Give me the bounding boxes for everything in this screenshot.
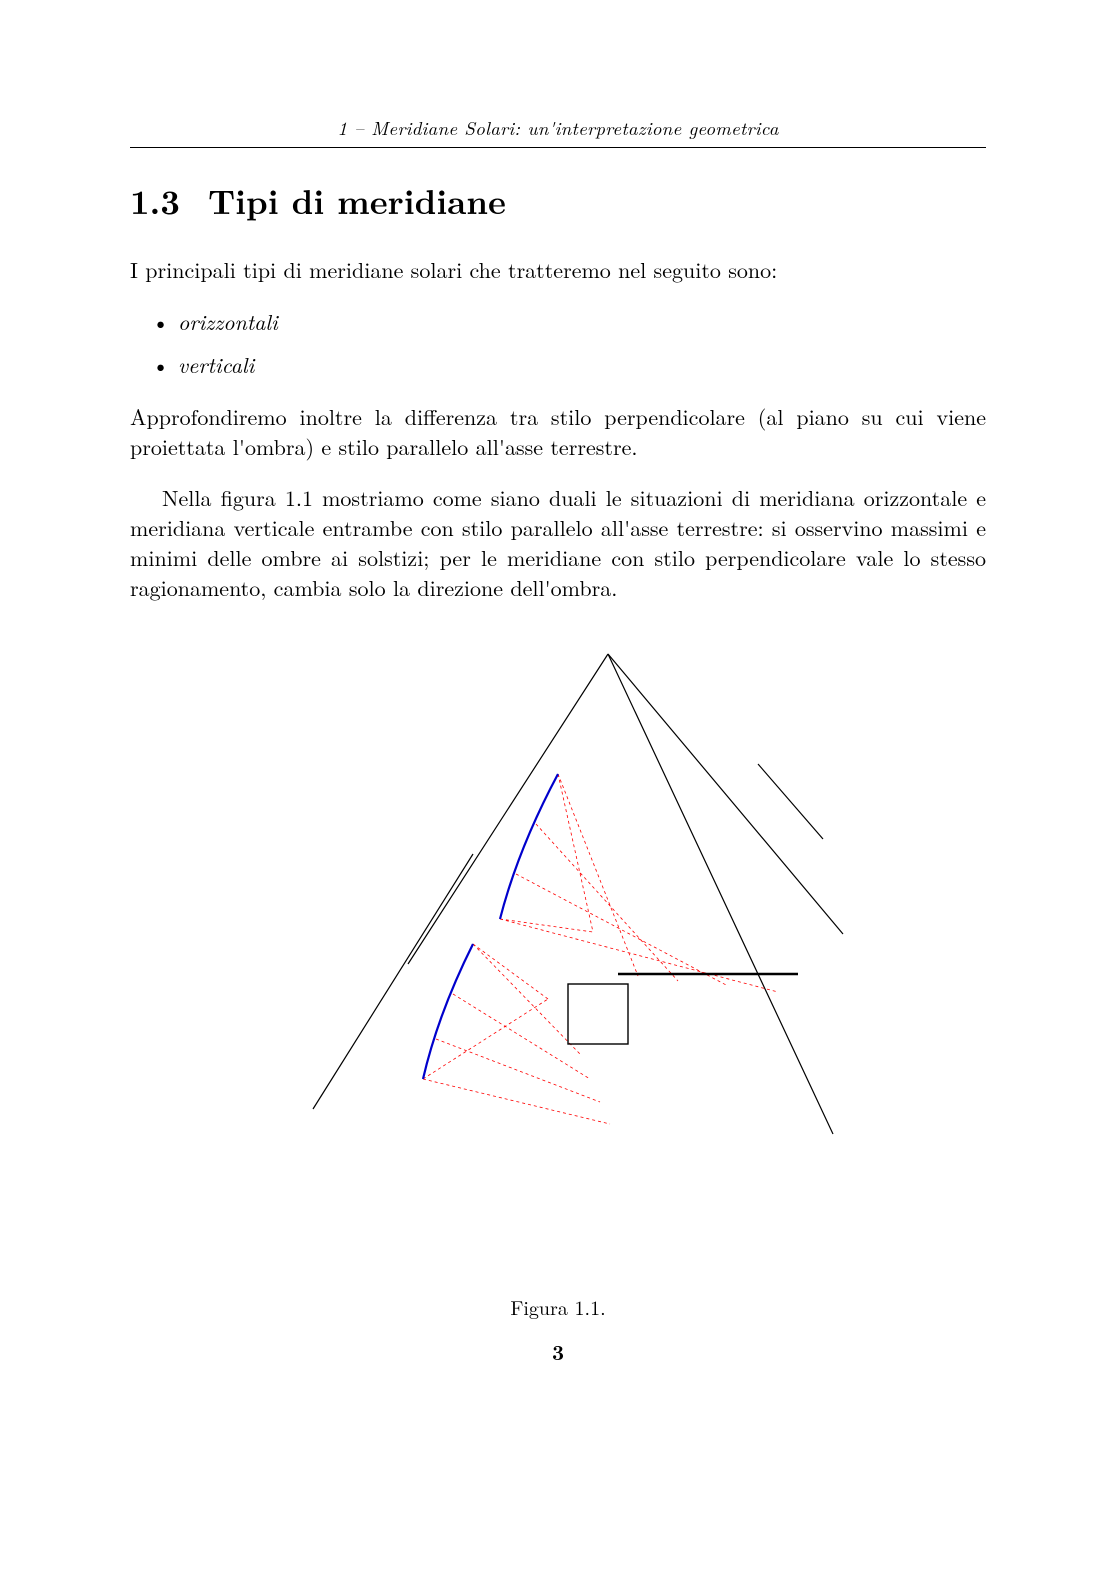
running-header: 1 – Meridiane Solari: un'interpretazione… bbox=[130, 114, 986, 148]
bullet-item-2: verticali bbox=[178, 350, 986, 380]
figure-1-1: Figura 1.1. bbox=[130, 624, 986, 1321]
section-heading: 1.3 Tipi di meridiane bbox=[130, 176, 986, 225]
section-title: Tipi di meridiane bbox=[208, 176, 506, 225]
page: 1 – Meridiane Solari: un'interpretazione… bbox=[0, 0, 1116, 1579]
body-text: I principali tipi di meridiane solari ch… bbox=[130, 255, 986, 602]
bullet-item-1: orizzontali bbox=[178, 307, 986, 337]
paragraph-1: I principali tipi di meridiane solari ch… bbox=[130, 255, 986, 285]
bullet-list: orizzontali verticali bbox=[178, 307, 986, 380]
page-number: 3 bbox=[0, 1337, 1116, 1367]
paragraph-2: Approfondiremo inoltre la differenza tra… bbox=[130, 402, 986, 461]
section-number: 1.3 bbox=[130, 176, 180, 225]
figure-svg bbox=[238, 624, 878, 1264]
paragraph-3: Nella figura 1.1 mostriamo come siano du… bbox=[130, 483, 986, 602]
figure-caption: Figura 1.1. bbox=[130, 1292, 986, 1321]
